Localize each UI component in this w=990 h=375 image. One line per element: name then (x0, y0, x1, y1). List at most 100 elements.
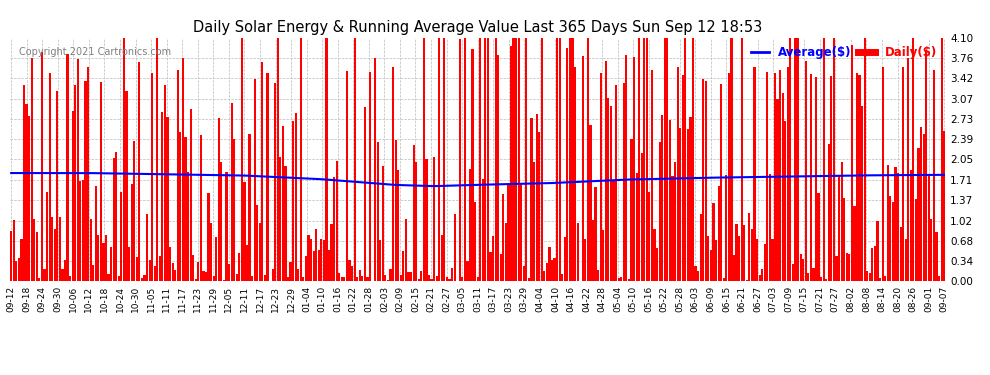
Bar (550, 260, 553, 281)
Bar (592, 220, 594, 281)
Bar (861, 106, 863, 281)
Bar (897, 173, 899, 281)
Bar (876, 221, 878, 281)
Bar (208, 194, 210, 281)
Bar (607, 98, 610, 281)
Bar (576, 223, 579, 281)
Bar (713, 202, 715, 281)
Bar (315, 230, 317, 281)
Bar (553, 258, 555, 281)
Bar (351, 266, 353, 281)
Bar (231, 103, 233, 281)
Bar (931, 219, 933, 281)
Bar (892, 201, 894, 281)
Bar (636, 173, 638, 281)
Bar (863, 38, 866, 281)
Bar (845, 252, 847, 281)
Bar (471, 50, 473, 281)
Bar (784, 121, 786, 281)
Bar (166, 117, 168, 281)
Bar (182, 58, 184, 281)
Bar (826, 279, 828, 281)
Bar (356, 277, 358, 281)
Bar (900, 227, 902, 281)
Bar (469, 170, 471, 281)
Bar (650, 70, 653, 281)
Bar (728, 73, 730, 281)
Bar (402, 251, 405, 281)
Bar (518, 38, 520, 281)
Bar (623, 82, 625, 281)
Bar (313, 252, 315, 281)
Bar (574, 67, 576, 281)
Bar (833, 38, 835, 281)
Bar (236, 274, 238, 281)
Bar (395, 140, 397, 281)
Bar (910, 170, 912, 281)
Bar (687, 129, 689, 281)
Bar (589, 125, 592, 281)
Bar (905, 239, 907, 281)
Bar (682, 75, 684, 281)
Bar (663, 38, 666, 281)
Bar (763, 244, 766, 281)
Bar (738, 236, 741, 281)
Bar (389, 270, 392, 281)
Bar (187, 172, 189, 281)
Bar (843, 198, 845, 281)
Bar (151, 73, 153, 281)
Bar (369, 72, 371, 281)
Bar (366, 277, 368, 281)
Bar (648, 192, 650, 281)
Bar (56, 91, 58, 281)
Bar (218, 118, 220, 281)
Bar (823, 38, 825, 281)
Bar (928, 174, 930, 281)
Bar (641, 153, 643, 281)
Bar (13, 220, 15, 281)
Bar (126, 91, 128, 281)
Bar (700, 214, 702, 281)
Bar (495, 38, 497, 281)
Bar (741, 38, 742, 281)
Text: Copyright 2021 Cartronics.com: Copyright 2021 Cartronics.com (19, 47, 171, 57)
Bar (84, 81, 86, 281)
Bar (144, 275, 146, 281)
Bar (244, 182, 246, 281)
Bar (18, 258, 20, 281)
Bar (108, 274, 110, 281)
Bar (400, 275, 402, 281)
Bar (505, 223, 507, 281)
Bar (736, 224, 738, 281)
Bar (79, 180, 81, 281)
Bar (520, 183, 523, 281)
Bar (807, 273, 810, 281)
Bar (813, 267, 815, 281)
Bar (279, 157, 281, 281)
Bar (715, 240, 717, 281)
Bar (418, 279, 420, 281)
Bar (121, 192, 123, 281)
Bar (600, 73, 602, 281)
Bar (344, 277, 346, 281)
Bar (241, 38, 243, 281)
Bar (879, 278, 881, 281)
Bar (295, 113, 297, 281)
Bar (133, 141, 136, 281)
Bar (881, 67, 884, 281)
Bar (205, 272, 207, 281)
Bar (697, 271, 699, 281)
Bar (558, 38, 560, 281)
Bar (587, 38, 589, 281)
Bar (233, 140, 236, 281)
Bar (656, 248, 658, 281)
Bar (566, 48, 568, 281)
Bar (415, 162, 417, 281)
Bar (866, 270, 868, 281)
Bar (374, 58, 376, 281)
Bar (523, 266, 525, 281)
Bar (841, 162, 842, 281)
Bar (758, 274, 760, 281)
Bar (500, 254, 502, 281)
Bar (597, 270, 599, 281)
